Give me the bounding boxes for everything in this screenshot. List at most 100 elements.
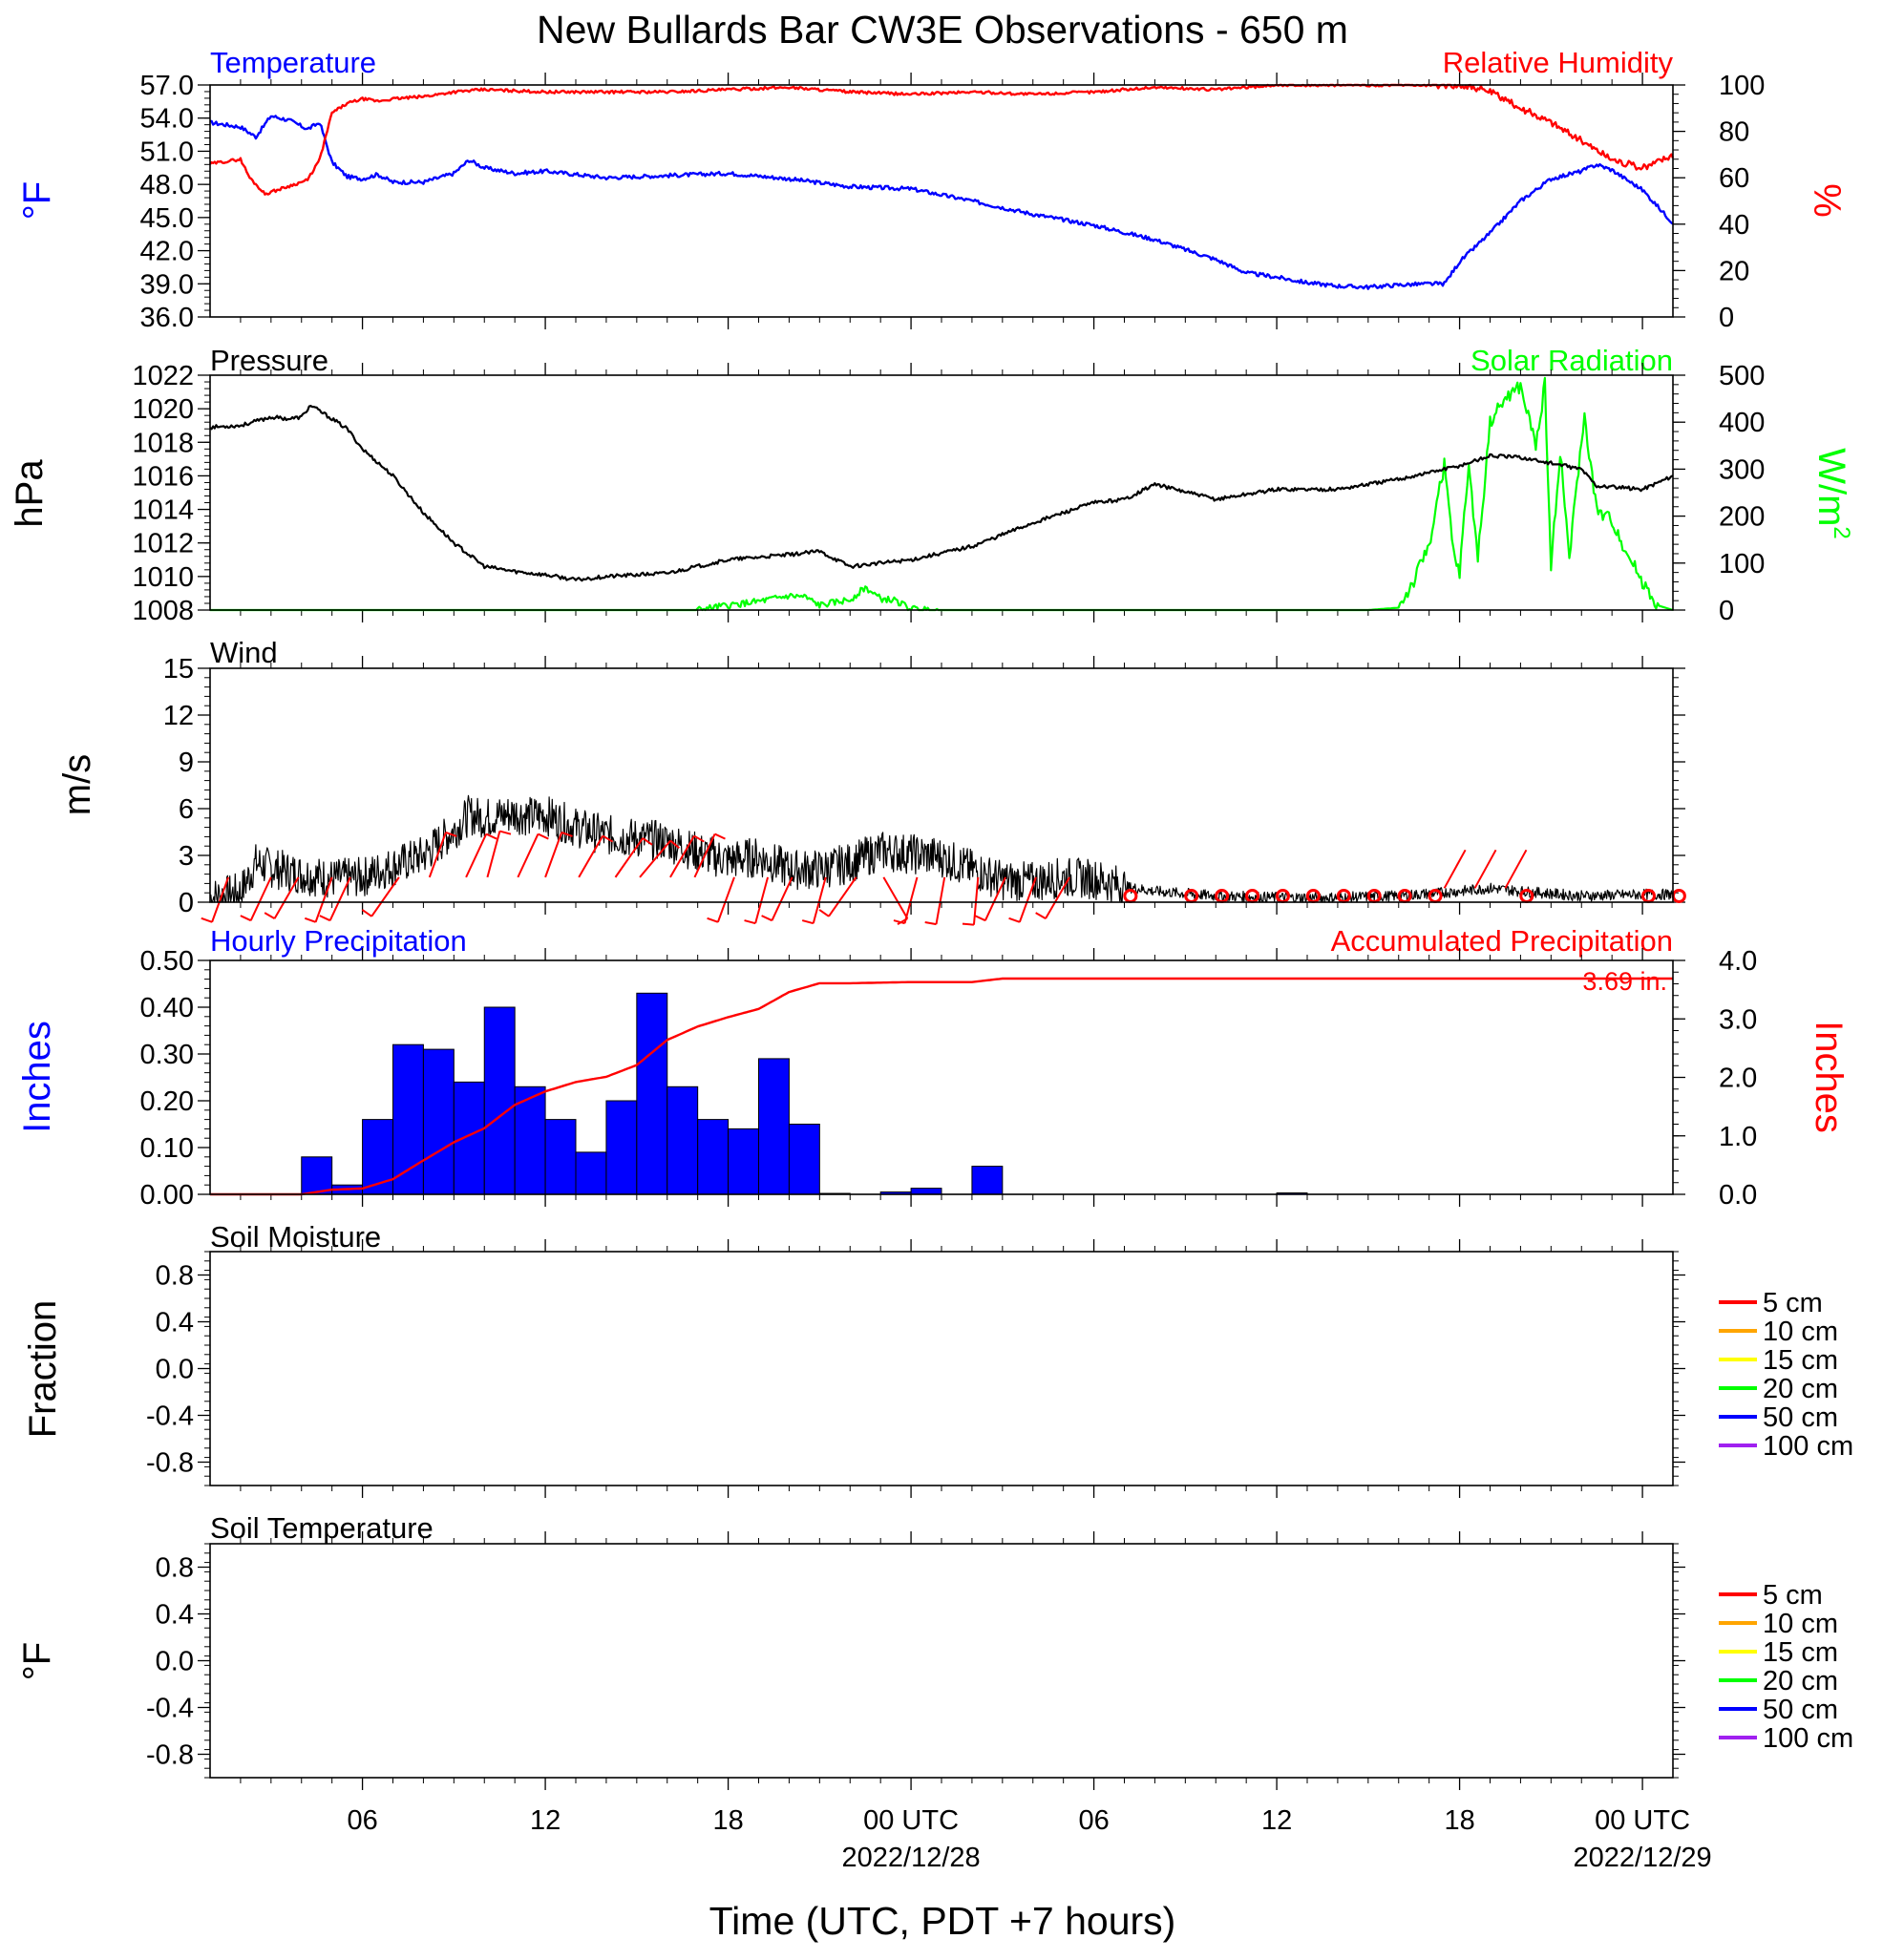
panel5-title-left: Soil Moisture <box>210 1220 381 1254</box>
wind-barb <box>314 876 333 923</box>
wind-barb-flag <box>669 839 681 850</box>
wind-barb-flag <box>642 837 653 846</box>
panel1-ytick-label-left: 48.0 <box>140 170 194 200</box>
legend-label: 10 cm <box>1763 1317 1838 1347</box>
panel3-ytick-label-left: 3 <box>179 841 194 872</box>
wind-barb-flag <box>962 922 975 926</box>
legend-label: 100 cm <box>1763 1431 1853 1462</box>
wind-barb <box>486 831 501 878</box>
wind-barb <box>249 876 272 921</box>
panel2-title-left: Pressure <box>210 344 328 377</box>
panel-soil-temperature: Soil Temperature °F 0.8 0.4 0.0 -0.4 -0.8 5 … <box>16 1511 1853 1790</box>
panel3-ytick-label-left: 12 <box>163 701 194 731</box>
panel2-ytick-label-left: 1010 <box>132 562 194 593</box>
hourly-precip-bar <box>392 1043 424 1195</box>
panel-temperature-humidity: Temperature Relative Humidity °F % 57.05… <box>16 46 1848 333</box>
panel4-ytick-label-right: 2.0 <box>1719 1064 1757 1094</box>
panel6-frame <box>209 1543 1674 1779</box>
wind-barb-flag <box>818 909 830 917</box>
pressure-line <box>209 405 1674 582</box>
panel1-ylabel-right: % <box>1806 183 1848 218</box>
panel1-ytick-label-left: 36.0 <box>140 303 194 333</box>
panel-precipitation: Hourly Precipitation Accumulated Precipi… <box>16 924 1850 1211</box>
wind-barb-flag <box>538 832 549 840</box>
wind-barb <box>614 837 644 878</box>
legend-label: 15 cm <box>1763 1637 1838 1668</box>
x-tick-label: 00 UTC <box>1595 1805 1690 1836</box>
panel3-title-left: Wind <box>210 636 278 669</box>
wind-barb <box>544 832 563 878</box>
panel3-ytick-label-left: 0 <box>179 888 194 918</box>
hourly-precip-bar <box>301 1156 333 1195</box>
panel1-ytick-label-left: 45.0 <box>140 203 194 234</box>
panel1-ytick-label-right: 80 <box>1719 117 1749 148</box>
wind-barb-flag <box>714 832 726 840</box>
wind-barb <box>828 876 857 917</box>
hourly-precip-bar <box>453 1081 485 1195</box>
wind-barb <box>370 876 400 917</box>
panel4-ytick-label-right: 3.0 <box>1719 1004 1757 1035</box>
wind-barb-flag <box>561 831 573 837</box>
hourly-precip-bar <box>636 992 668 1195</box>
panel4-ytick-label-right: 4.0 <box>1719 946 1757 977</box>
panel6-ytick-label-left: -0.4 <box>146 1694 194 1724</box>
wind-barb <box>1045 876 1070 919</box>
wind-barb-flag <box>761 915 772 922</box>
panel4-ytick-label-left: 0.50 <box>140 946 194 977</box>
panel2-frame <box>209 374 1674 611</box>
panel5-frame <box>209 1251 1674 1486</box>
x-axis-title: Time (UTC, PDT +7 hours) <box>709 1899 1176 1943</box>
wind-barb <box>1018 876 1037 923</box>
panel4-ytick-label-right: 0.0 <box>1719 1180 1757 1211</box>
x-tick-label: 18 <box>712 1805 743 1836</box>
wind-barb-flag <box>319 915 331 922</box>
panel1-ytick-label-left: 57.0 <box>140 71 194 101</box>
wind-barb <box>935 876 946 925</box>
panel1-frame <box>209 84 1674 318</box>
wind-barb <box>882 876 909 919</box>
hourly-precip-bar <box>971 1166 1004 1195</box>
wind-barb <box>754 876 770 924</box>
wind-barb <box>1504 849 1528 889</box>
panel1-ytick-label-right: 40 <box>1719 210 1749 241</box>
wind-speed-line <box>209 794 1674 903</box>
panel5-ylabel-left: Fraction <box>22 1300 64 1439</box>
wind-barb-flag <box>499 830 512 835</box>
x-tick-label: 18 <box>1444 1805 1474 1836</box>
panel4-ytick-label-left: 0.00 <box>140 1180 194 1211</box>
x-tick-label: 06 <box>347 1805 377 1836</box>
panel2-ytick-label-right: 0 <box>1719 596 1734 626</box>
panel-wind: Wind m/s 15 12 9 6 3 0 <box>56 636 1686 926</box>
panel1-title-right: Relative Humidity <box>1443 46 1674 79</box>
panel5-ytick-label-left: 0.0 <box>156 1355 194 1385</box>
wind-barb-flag <box>361 909 372 917</box>
hourly-precip-bar <box>728 1128 759 1195</box>
panel4-axes: 0.50 0.40 0.30 0.20 0.10 0.00 4.0 3.0 2.0 1.0 0.0 <box>140 946 1758 1211</box>
wind-barb <box>1473 849 1497 889</box>
panel1-ytick-label-left: 51.0 <box>140 137 194 167</box>
panel2-ytick-label-left: 1016 <box>132 461 194 492</box>
panel1-ytick-label-left: 42.0 <box>140 237 194 267</box>
legend-label: 10 cm <box>1763 1609 1838 1639</box>
panel4-ylabel-right: Inches <box>1808 1021 1850 1133</box>
wind-barb-flag <box>924 921 937 926</box>
wind-barb-flag <box>602 834 614 843</box>
panel1-ytick-label-right: 100 <box>1719 71 1765 101</box>
x-tick-date-label: 2022/12/28 <box>842 1843 981 1873</box>
wind-barb <box>273 876 300 919</box>
panel6-ylabel-left: °F <box>16 1642 58 1680</box>
wind-barb <box>972 876 980 925</box>
legend-label: 5 cm <box>1763 1580 1823 1611</box>
panel2-ytick-label-left: 1014 <box>132 495 194 526</box>
panel3-ytick-label-left: 15 <box>163 654 194 685</box>
wind-barb <box>578 835 604 878</box>
wind-barb-flag <box>744 919 756 925</box>
wind-barb <box>669 835 695 878</box>
legend-label: 50 cm <box>1763 1402 1838 1433</box>
panel5-ytick-label-left: 0.8 <box>156 1261 194 1292</box>
panel1-ytick-label-left: 54.0 <box>140 104 194 135</box>
panel1-ytick-label-left: 39.0 <box>140 269 194 300</box>
panel4-title-right: Accumulated Precipitation <box>1331 924 1673 958</box>
